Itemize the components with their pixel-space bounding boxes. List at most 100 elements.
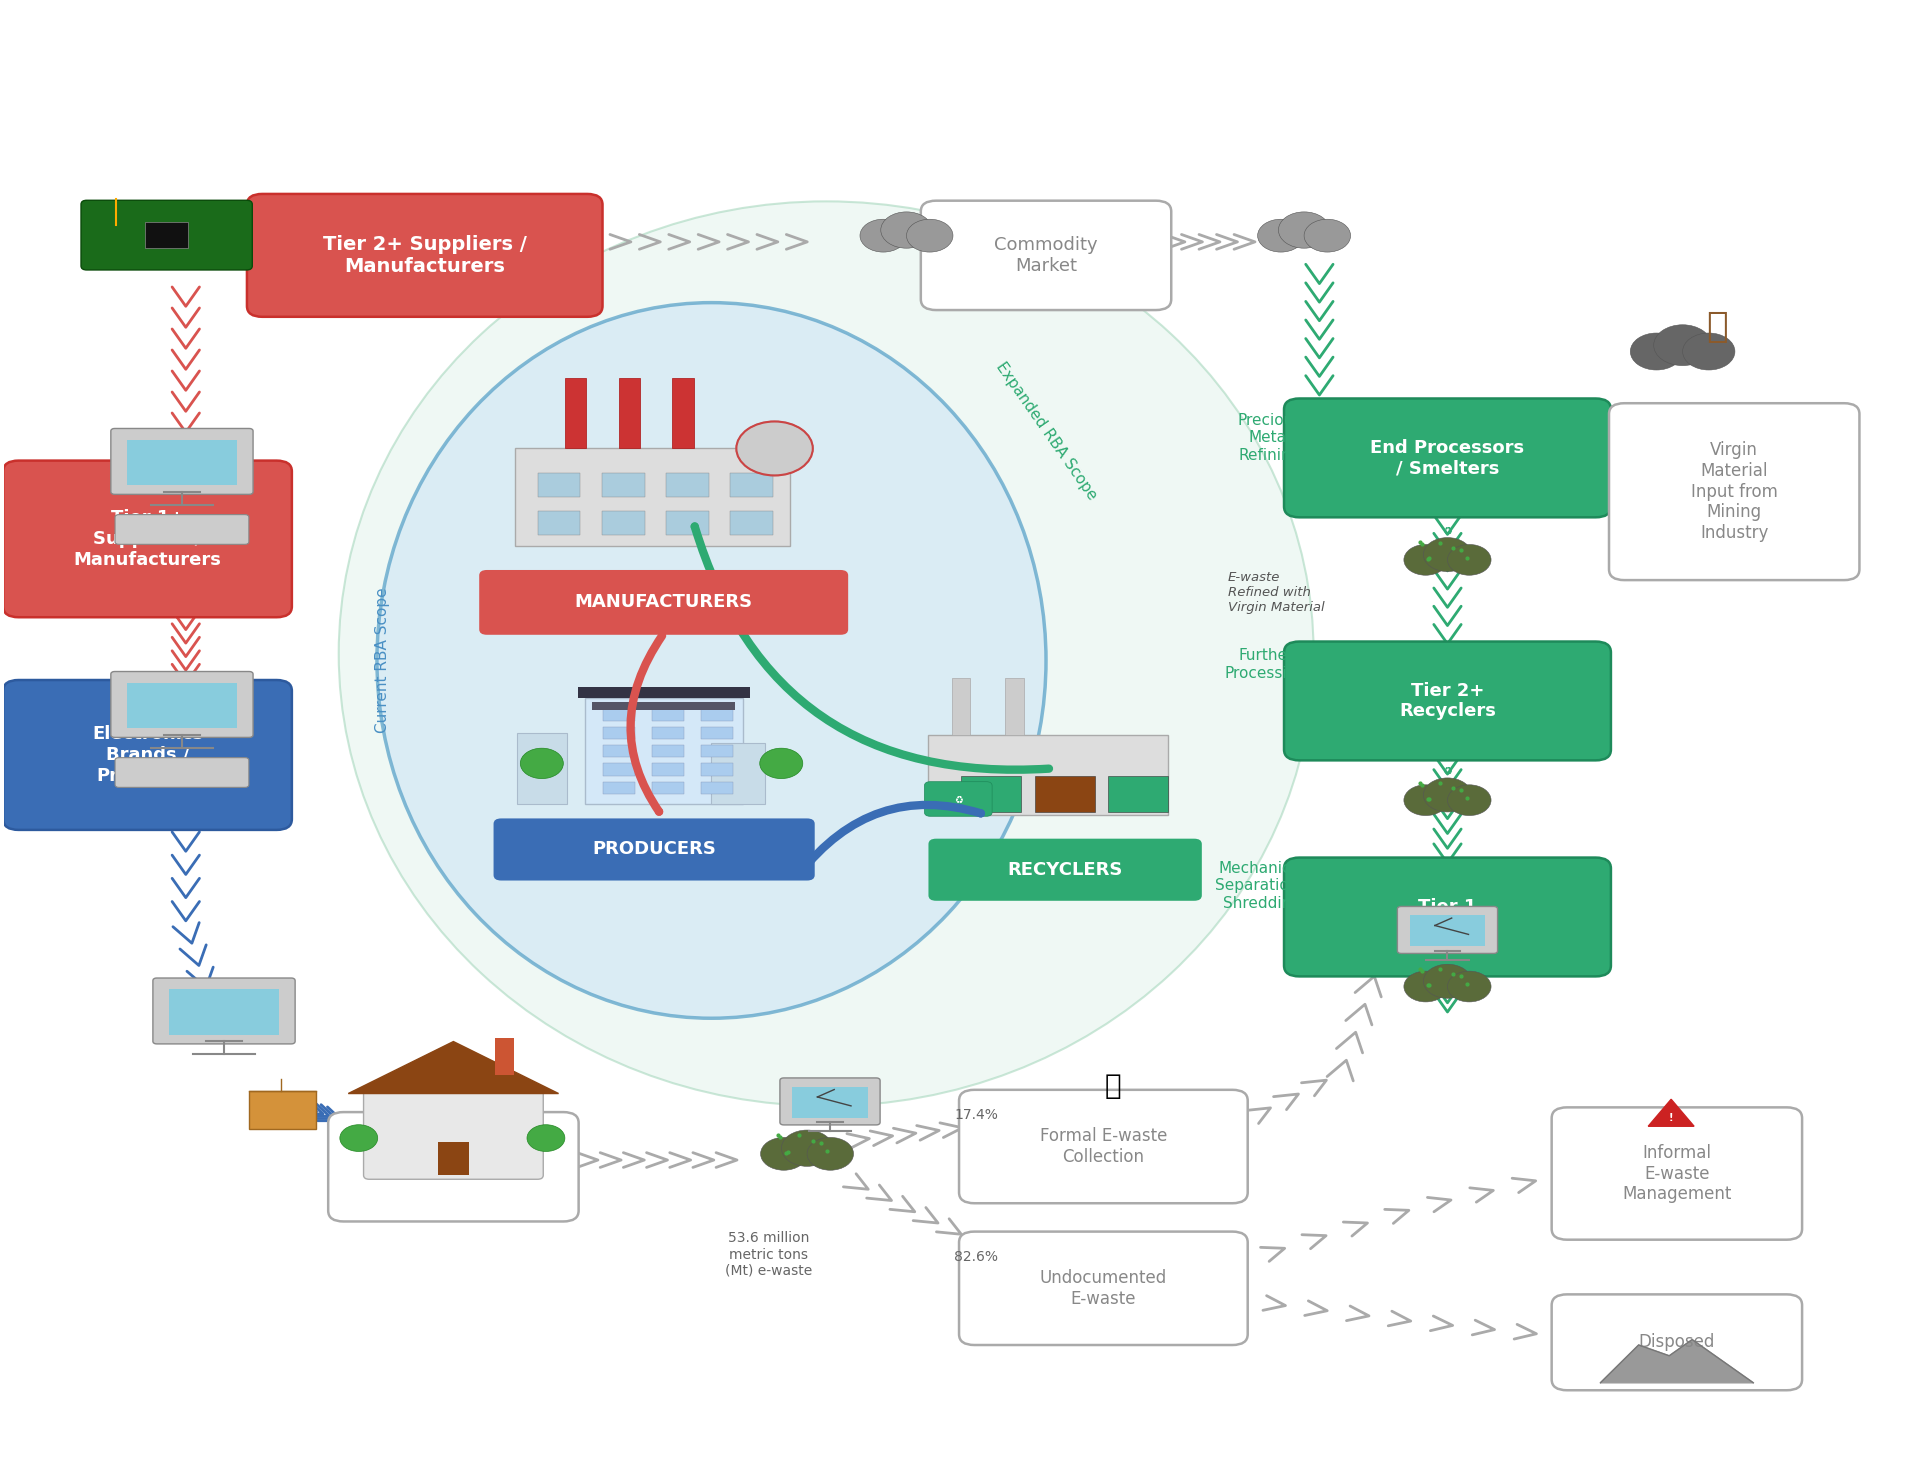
Text: Expanded RBA Scope: Expanded RBA Scope bbox=[993, 360, 1100, 502]
Ellipse shape bbox=[376, 302, 1046, 1019]
Text: MANUFACTURERS: MANUFACTURERS bbox=[574, 593, 753, 611]
FancyBboxPatch shape bbox=[591, 702, 735, 709]
FancyBboxPatch shape bbox=[653, 746, 684, 757]
Circle shape bbox=[1304, 219, 1350, 252]
Circle shape bbox=[781, 1130, 833, 1167]
Text: ♻: ♻ bbox=[1442, 527, 1452, 536]
FancyBboxPatch shape bbox=[1609, 404, 1859, 580]
FancyBboxPatch shape bbox=[653, 709, 684, 721]
FancyBboxPatch shape bbox=[927, 734, 1169, 815]
FancyBboxPatch shape bbox=[115, 757, 250, 787]
FancyBboxPatch shape bbox=[438, 1142, 468, 1176]
Circle shape bbox=[1448, 785, 1492, 816]
Circle shape bbox=[860, 219, 906, 252]
FancyBboxPatch shape bbox=[81, 200, 252, 270]
FancyBboxPatch shape bbox=[780, 1078, 879, 1124]
Text: Current RBA Scope: Current RBA Scope bbox=[374, 587, 390, 733]
FancyBboxPatch shape bbox=[653, 781, 684, 794]
FancyBboxPatch shape bbox=[1398, 906, 1498, 953]
Circle shape bbox=[1682, 333, 1736, 370]
Circle shape bbox=[881, 211, 933, 248]
FancyBboxPatch shape bbox=[666, 511, 708, 534]
FancyBboxPatch shape bbox=[730, 511, 774, 534]
Text: Precious
Metal
Refining: Precious Metal Refining bbox=[1238, 413, 1302, 462]
Text: E-waste
Refined with
Virgin Material: E-waste Refined with Virgin Material bbox=[1227, 571, 1325, 615]
FancyBboxPatch shape bbox=[144, 222, 188, 248]
Circle shape bbox=[906, 219, 952, 252]
FancyBboxPatch shape bbox=[922, 201, 1171, 310]
FancyArrowPatch shape bbox=[799, 804, 981, 875]
FancyBboxPatch shape bbox=[730, 473, 774, 498]
FancyBboxPatch shape bbox=[929, 838, 1202, 901]
Text: PRODUCERS: PRODUCERS bbox=[591, 841, 716, 859]
Text: Informal
E-waste
Management: Informal E-waste Management bbox=[1622, 1144, 1732, 1204]
Text: Disposed: Disposed bbox=[1638, 1333, 1715, 1352]
Circle shape bbox=[1404, 785, 1448, 816]
Circle shape bbox=[1630, 333, 1682, 370]
FancyBboxPatch shape bbox=[115, 515, 250, 545]
FancyBboxPatch shape bbox=[127, 440, 236, 486]
Text: Further
Processing: Further Processing bbox=[1225, 649, 1308, 681]
FancyBboxPatch shape bbox=[701, 763, 733, 775]
Circle shape bbox=[1448, 545, 1492, 575]
FancyBboxPatch shape bbox=[710, 743, 766, 804]
FancyBboxPatch shape bbox=[564, 379, 586, 448]
Circle shape bbox=[737, 421, 812, 476]
Circle shape bbox=[1279, 211, 1331, 248]
FancyBboxPatch shape bbox=[1551, 1107, 1803, 1239]
Circle shape bbox=[760, 749, 803, 778]
FancyBboxPatch shape bbox=[601, 473, 645, 498]
FancyBboxPatch shape bbox=[538, 511, 580, 534]
Circle shape bbox=[520, 749, 563, 778]
Text: Electronics
Brands /
Producers: Electronics Brands / Producers bbox=[92, 725, 204, 785]
Text: Tier 2+
Recyclers: Tier 2+ Recyclers bbox=[1400, 681, 1496, 721]
Polygon shape bbox=[1647, 1100, 1693, 1126]
Text: Commodity
Market: Commodity Market bbox=[995, 236, 1098, 275]
FancyBboxPatch shape bbox=[493, 819, 814, 881]
FancyBboxPatch shape bbox=[960, 1089, 1248, 1204]
Circle shape bbox=[526, 1124, 564, 1151]
Circle shape bbox=[1404, 545, 1448, 575]
FancyBboxPatch shape bbox=[653, 727, 684, 738]
Circle shape bbox=[1423, 964, 1471, 998]
Circle shape bbox=[760, 1138, 806, 1170]
FancyArrowPatch shape bbox=[695, 527, 1048, 769]
FancyBboxPatch shape bbox=[516, 733, 566, 804]
Text: End Processors
/ Smelters: End Processors / Smelters bbox=[1371, 439, 1524, 477]
Text: Users: Users bbox=[426, 1157, 480, 1176]
FancyBboxPatch shape bbox=[653, 763, 684, 775]
Polygon shape bbox=[1601, 1340, 1753, 1383]
Text: Tier 1+
Suppliers /
Manufacturers: Tier 1+ Suppliers / Manufacturers bbox=[73, 509, 221, 568]
Circle shape bbox=[1423, 537, 1471, 571]
Circle shape bbox=[1404, 972, 1448, 1003]
FancyBboxPatch shape bbox=[1409, 915, 1486, 947]
FancyBboxPatch shape bbox=[578, 687, 749, 697]
FancyBboxPatch shape bbox=[1108, 777, 1169, 812]
FancyBboxPatch shape bbox=[960, 1232, 1248, 1345]
FancyBboxPatch shape bbox=[601, 511, 645, 534]
FancyBboxPatch shape bbox=[701, 709, 733, 721]
Text: ⛏: ⛏ bbox=[1707, 310, 1728, 344]
Text: 17.4%: 17.4% bbox=[954, 1108, 998, 1123]
Circle shape bbox=[1653, 324, 1711, 366]
FancyBboxPatch shape bbox=[4, 680, 292, 829]
Text: RECYCLERS: RECYCLERS bbox=[1008, 860, 1123, 879]
FancyBboxPatch shape bbox=[666, 473, 708, 498]
FancyBboxPatch shape bbox=[328, 1113, 578, 1221]
FancyBboxPatch shape bbox=[603, 781, 636, 794]
Text: Formal E-waste
Collection: Formal E-waste Collection bbox=[1041, 1127, 1167, 1166]
FancyBboxPatch shape bbox=[515, 448, 789, 546]
Text: Tier 2+ Suppliers /
Manufacturers: Tier 2+ Suppliers / Manufacturers bbox=[323, 235, 526, 276]
FancyBboxPatch shape bbox=[127, 683, 236, 728]
FancyBboxPatch shape bbox=[793, 1086, 868, 1117]
Text: Mechanical
Separation /
Shredding: Mechanical Separation / Shredding bbox=[1215, 862, 1309, 910]
Text: 53.6 million
metric tons
(Mt) e-waste: 53.6 million metric tons (Mt) e-waste bbox=[726, 1232, 812, 1277]
Text: 🚛: 🚛 bbox=[1104, 1072, 1121, 1100]
Text: 82.6%: 82.6% bbox=[954, 1251, 998, 1264]
FancyBboxPatch shape bbox=[248, 194, 603, 317]
FancyBboxPatch shape bbox=[672, 379, 693, 448]
Text: !: ! bbox=[1668, 1113, 1674, 1123]
FancyBboxPatch shape bbox=[1284, 398, 1611, 517]
Circle shape bbox=[340, 1124, 378, 1151]
FancyBboxPatch shape bbox=[111, 429, 253, 495]
